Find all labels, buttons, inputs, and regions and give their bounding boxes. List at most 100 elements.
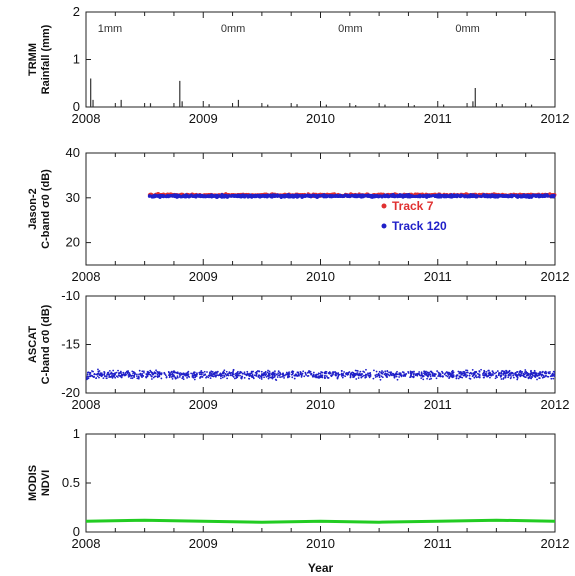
- data-point: [428, 378, 431, 381]
- data-point: [248, 194, 252, 199]
- data-point: [504, 375, 507, 377]
- data-point: [551, 373, 554, 375]
- data-point: [211, 375, 214, 378]
- data-point: [97, 368, 99, 371]
- data-point: [194, 194, 198, 198]
- x-tick-label: 2011: [424, 111, 452, 126]
- data-point: [153, 375, 156, 378]
- data-point: [102, 377, 105, 380]
- data-point: [372, 377, 375, 380]
- data-point: [310, 373, 312, 375]
- data-point: [265, 376, 268, 378]
- data-point: [202, 194, 206, 199]
- data-point: [277, 370, 280, 373]
- data-point: [241, 375, 244, 378]
- data-point: [489, 376, 491, 379]
- data-point: [253, 374, 256, 377]
- data-point: [423, 372, 425, 375]
- data-point: [469, 377, 472, 380]
- data-point: [553, 375, 556, 378]
- data-point: [85, 376, 88, 379]
- data-point: [377, 194, 381, 198]
- data-point: [478, 370, 481, 373]
- data-point: [180, 372, 183, 375]
- data-point: [349, 373, 352, 375]
- data-point: [244, 373, 247, 376]
- data-point: [389, 193, 393, 197]
- data-point: [502, 194, 506, 198]
- data-point: [141, 376, 143, 379]
- data-point: [418, 193, 422, 198]
- data-point: [211, 370, 214, 373]
- data-point: [385, 376, 388, 378]
- data-point: [360, 374, 362, 377]
- data-point: [315, 373, 317, 376]
- data-point: [294, 374, 297, 376]
- data-point: [413, 194, 417, 199]
- data-point: [400, 374, 403, 377]
- data-point: [365, 368, 367, 371]
- data-point: [111, 377, 114, 379]
- data-point: [524, 369, 527, 371]
- data-point: [458, 194, 462, 198]
- data-point: [374, 376, 377, 378]
- data-point: [142, 370, 145, 373]
- rain-annotation: 1mm: [98, 23, 122, 35]
- data-point: [468, 374, 471, 377]
- data-point: [353, 372, 356, 375]
- data-point: [510, 376, 513, 378]
- data-point: [137, 375, 140, 378]
- data-point: [108, 370, 111, 372]
- data-point: [138, 369, 141, 372]
- data-point: [550, 375, 553, 377]
- data-point: [500, 372, 503, 375]
- data-point: [495, 371, 498, 374]
- data-point: [523, 194, 528, 198]
- data-point: [323, 376, 326, 378]
- data-point: [113, 374, 115, 377]
- y-axis-label-line1: ASCAT: [27, 326, 39, 363]
- rain-annotation: 0mm: [338, 23, 362, 35]
- data-point: [356, 370, 359, 372]
- data-point: [433, 194, 437, 198]
- data-point: [507, 371, 509, 374]
- data-point: [472, 374, 475, 377]
- legend-marker: [381, 203, 387, 209]
- data-point: [176, 375, 179, 378]
- data-point: [138, 373, 140, 376]
- data-point: [462, 370, 465, 373]
- data-point: [158, 375, 161, 378]
- data-point: [385, 374, 388, 377]
- data-point: [188, 376, 191, 378]
- data-point: [436, 194, 440, 198]
- data-point: [508, 374, 510, 377]
- data-point: [266, 375, 269, 377]
- y-axis-label: Jason-2C-band σ0 (dB): [27, 169, 52, 249]
- data-point: [105, 377, 108, 380]
- data-point: [243, 371, 246, 374]
- data-point: [238, 372, 241, 375]
- data-point: [434, 373, 437, 376]
- data-point: [224, 372, 227, 375]
- y-axis-label: MODISNDVI: [27, 465, 52, 501]
- data-point: [452, 375, 455, 378]
- data-point: [325, 375, 328, 378]
- data-point: [206, 194, 210, 198]
- data-point: [341, 376, 344, 379]
- data-point: [484, 374, 486, 377]
- data-point: [213, 372, 215, 375]
- data-point: [478, 376, 481, 379]
- data-point: [210, 370, 213, 373]
- data-point: [348, 371, 351, 373]
- plot-frame: [85, 11, 556, 108]
- data-point: [354, 374, 357, 376]
- data-point: [327, 377, 329, 379]
- data-point: [207, 376, 210, 379]
- data-point: [549, 194, 553, 198]
- y-tick-label: 1: [73, 52, 80, 67]
- data-point: [205, 376, 207, 379]
- data-point: [492, 371, 495, 374]
- data-point: [533, 369, 536, 372]
- data-point: [463, 195, 467, 199]
- data-point: [231, 374, 234, 377]
